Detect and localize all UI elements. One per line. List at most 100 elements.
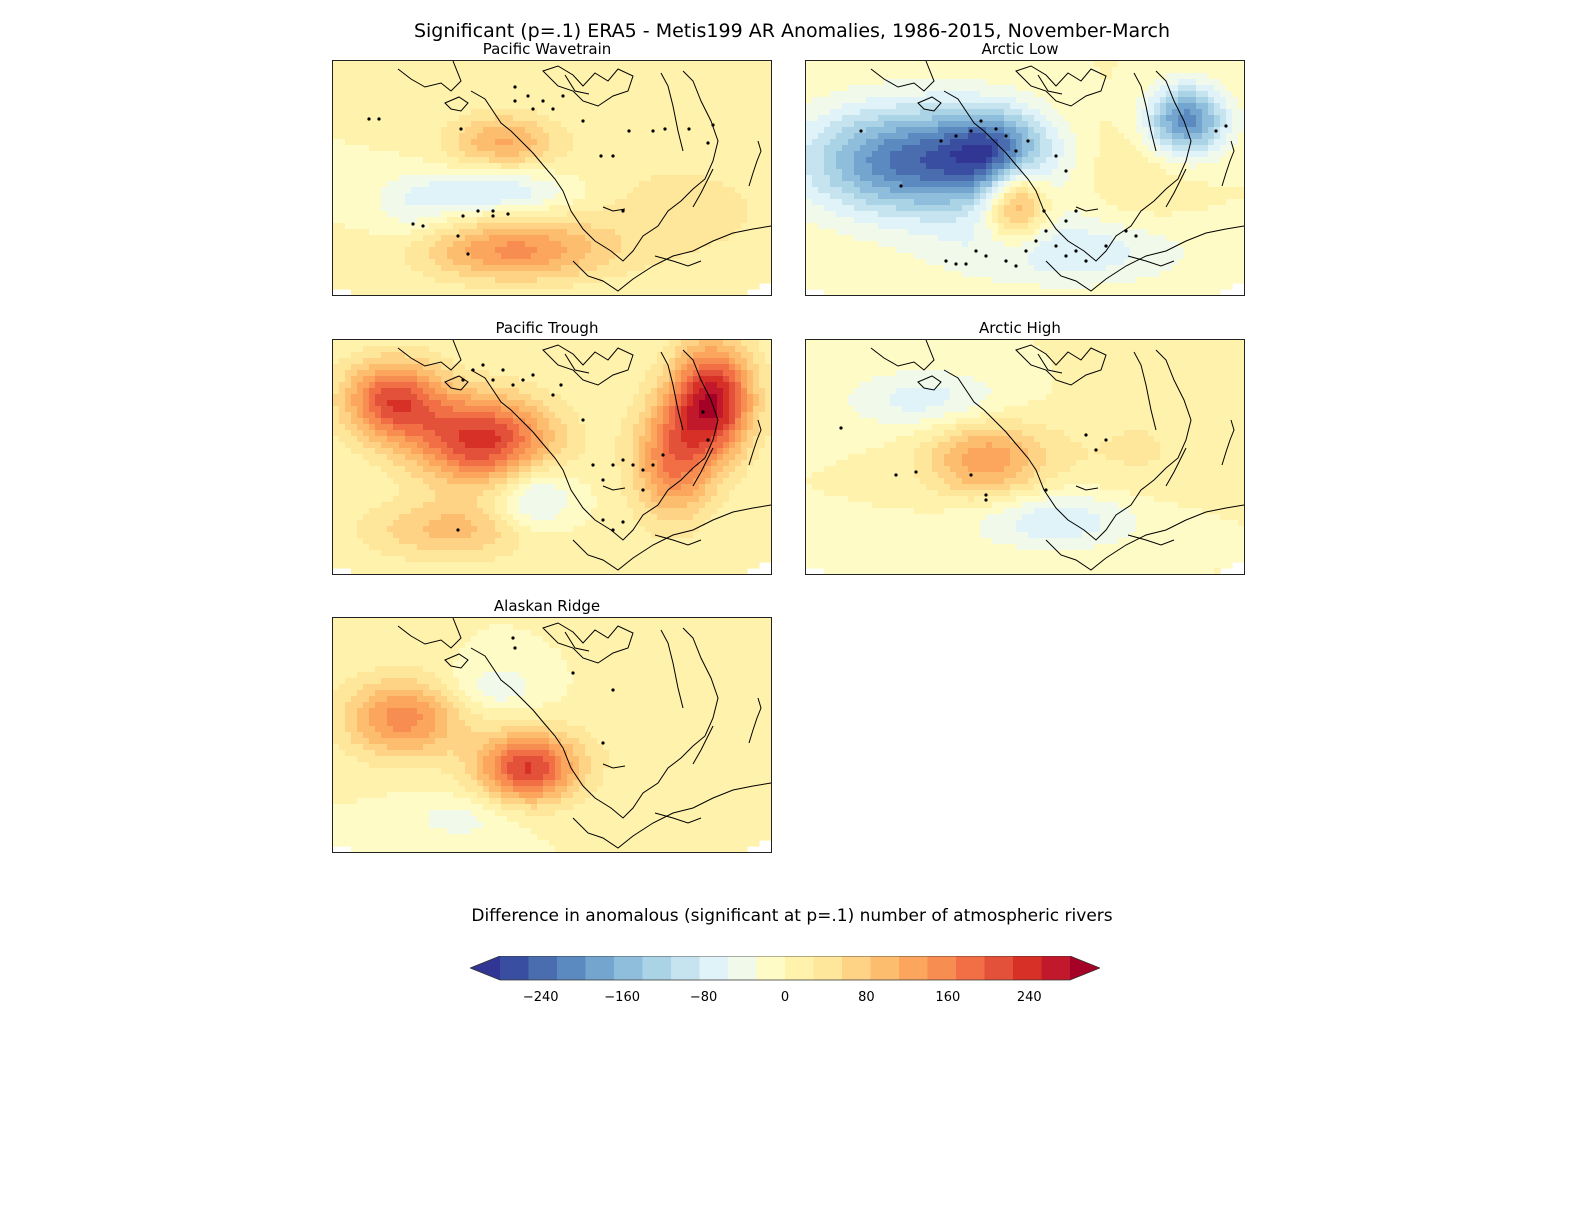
stipple-dot (1044, 488, 1048, 492)
anomaly-map (333, 340, 771, 574)
map-panel-pacific-trough (332, 339, 772, 575)
stipple-dot (706, 141, 710, 145)
map-panel-pacific-wavetrain (332, 60, 772, 296)
stipple-dot (513, 85, 517, 89)
colorbar-tick-label: 160 (935, 990, 961, 1005)
anomaly-field (806, 61, 1244, 295)
stipple-dot (459, 127, 463, 131)
significance-stippling (367, 85, 715, 256)
stipple-dot (1064, 254, 1068, 258)
stipple-dot (839, 426, 843, 430)
coastlines (397, 61, 771, 292)
stipple-dot (1214, 129, 1218, 133)
panel-title-pacific-wavetrain: Pacific Wavetrain (482, 40, 612, 58)
stipple-dot (411, 222, 415, 226)
colorbar-level (1041, 956, 1071, 980)
coastlines (870, 61, 1244, 292)
stipple-dot (601, 518, 605, 522)
anomaly-field (333, 618, 771, 852)
stipple-dot (1104, 438, 1108, 442)
colorbar-tick-label: −240 (522, 990, 559, 1005)
panel-title-alaskan-ridge: Alaskan Ridge (493, 597, 601, 615)
stipple-dot (601, 478, 605, 482)
colorbar (468, 955, 1102, 990)
stipple-dot (1094, 448, 1098, 452)
stipple-dot (1026, 139, 1030, 143)
anomaly-map (806, 61, 1244, 295)
stipple-dot (974, 249, 978, 253)
stipple-dot (1034, 239, 1038, 243)
stipple-dot (1014, 264, 1018, 268)
stipple-dot (526, 94, 530, 98)
colorbar-level (813, 956, 843, 980)
stipple-dot (471, 368, 475, 372)
stipple-dot (601, 741, 605, 745)
colorbar-level (728, 956, 757, 980)
significance-stippling (511, 636, 615, 745)
stipple-dot (461, 378, 465, 382)
colorbar-tick-label: 240 (1016, 990, 1042, 1005)
stipple-dot (491, 378, 495, 382)
colorbar-extend-min (470, 956, 500, 980)
colorbar-level (614, 956, 643, 980)
colorbar-extend-max (1070, 956, 1100, 980)
stipple-dot (701, 410, 705, 414)
stipple-dot (1054, 154, 1058, 158)
stipple-dot (899, 184, 903, 188)
colorbar-level (585, 956, 615, 980)
stipple-dot (581, 119, 585, 123)
stipple-dot (551, 393, 555, 397)
significance-stippling (456, 363, 710, 532)
stipple-dot (1074, 209, 1078, 213)
stipple-dot (1004, 134, 1008, 138)
colorbar-level (870, 956, 900, 980)
colorbar-tick-label: −80 (689, 990, 718, 1005)
stipple-dot (367, 117, 371, 121)
stipple-dot (511, 636, 515, 640)
anomaly-map (333, 61, 771, 295)
stipple-dot (461, 214, 465, 218)
stipple-dot (491, 214, 495, 218)
stipple-dot (611, 463, 615, 467)
stipple-dot (1084, 259, 1088, 263)
stipple-dot (859, 129, 863, 133)
stipple-dot (979, 119, 983, 123)
stipple-dot (621, 520, 625, 524)
anomaly-field (333, 61, 771, 295)
stipple-dot (456, 528, 460, 532)
stipple-dot (711, 123, 715, 127)
stipple-dot (531, 373, 535, 377)
stipple-dot (591, 463, 595, 467)
stipple-dot (541, 99, 545, 103)
coastlines (870, 340, 1244, 571)
colorbar-level (756, 956, 786, 980)
colorbar-level (927, 956, 957, 980)
colorbar-level (842, 956, 871, 980)
colorbar-level (1013, 956, 1042, 980)
stipple-dot (984, 254, 988, 258)
colorbar-level (642, 956, 672, 980)
stipple-dot (627, 129, 631, 133)
stipple-dot (1024, 249, 1028, 253)
stipple-dot (599, 154, 603, 158)
stipple-dot (611, 528, 615, 532)
stipple-dot (994, 127, 998, 131)
stipple-dot (581, 418, 585, 422)
colorbar-level (984, 956, 1014, 980)
stipple-dot (511, 383, 515, 387)
colorbar-level (557, 956, 586, 980)
colorbar-level (500, 956, 529, 980)
stipple-dot (571, 671, 575, 675)
stipple-dot (651, 463, 655, 467)
stipple-dot (964, 262, 968, 266)
panel-title-arctic-high: Arctic High (979, 319, 1061, 337)
stipple-dot (969, 129, 973, 133)
stipple-dot (513, 99, 517, 103)
stipple-dot (1044, 229, 1048, 233)
stipple-dot (621, 209, 625, 213)
panel-title-arctic-low: Arctic Low (981, 40, 1059, 58)
stipple-dot (914, 470, 918, 474)
stipple-dot (377, 117, 381, 121)
stipple-dot (491, 209, 495, 213)
stipple-dot (1042, 209, 1046, 213)
